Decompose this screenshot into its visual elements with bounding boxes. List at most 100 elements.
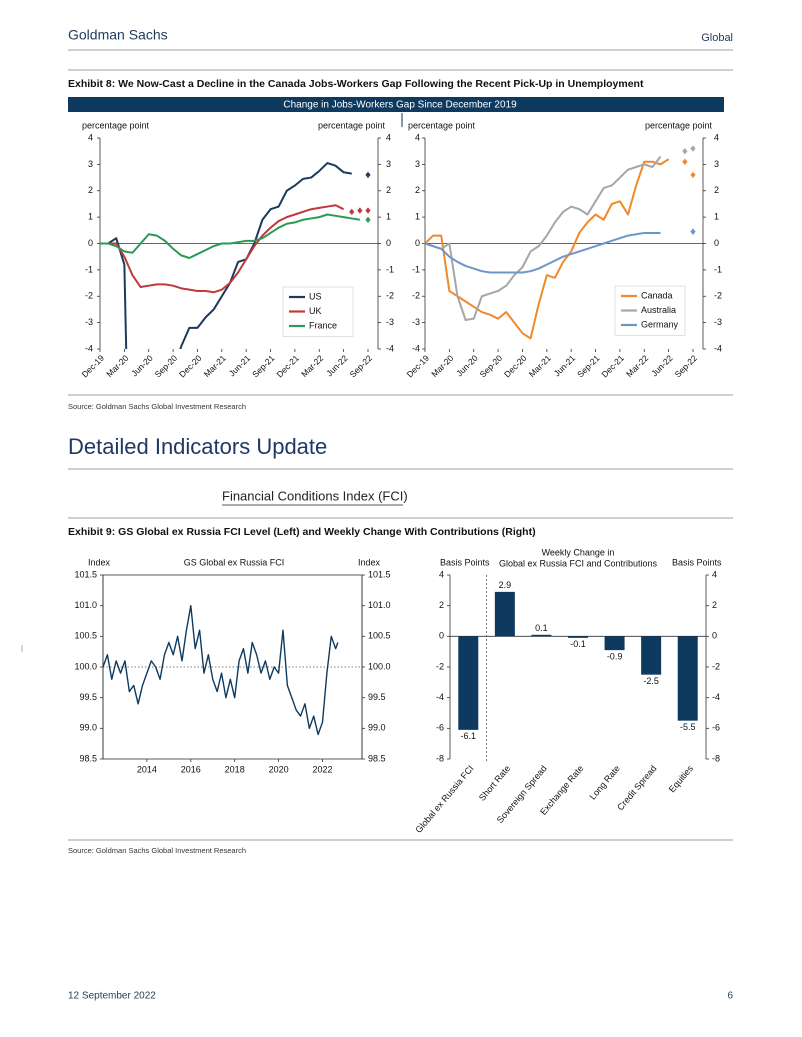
y-tick-label: 1 [88,212,93,222]
y-tick-label: -2 [85,291,93,301]
y-tick-label: 4 [386,132,391,142]
y-tick-label: 2 [386,185,391,195]
nowcast-marker [682,158,688,165]
y-tick-label: -6 [436,723,444,733]
y-axis-label: percentage point [645,120,713,130]
y-tick-label: -4 [712,692,720,702]
x-tick-label: Global ex Russia FCI [413,763,475,835]
legend-label: Australia [641,305,676,315]
value-label: -2.5 [643,676,659,686]
x-tick-label: Equities [667,763,696,794]
y-tick-label: 101.5 [368,569,391,579]
x-tick-label: Mar-22 [299,353,325,379]
x-tick-label: Sep-22 [673,353,700,380]
y-tick-label: -1 [412,264,420,274]
x-tick-label: Sep-21 [575,353,602,380]
x-tick-label: Dec-20 [177,353,204,380]
series-line [424,158,670,340]
legend-label: France [309,320,337,330]
source: Source: Goldman Sachs Global Investment … [68,846,246,855]
y-tick-label: 98.5 [79,753,97,763]
section-title: Detailed Indicators Update [68,434,327,459]
y-tick-label: -1 [85,264,93,274]
y-tick-label: 2 [714,185,719,195]
y-tick-label: 1 [415,212,420,222]
x-tick-label: Mar-21 [202,353,228,379]
x-tick-label: 2014 [137,764,157,774]
y-tick-label: 3 [88,159,93,169]
y-tick-label: 99.0 [79,723,97,733]
nowcast-marker [690,228,696,235]
series-line [424,155,662,321]
y-axis-label: percentage point [408,120,476,130]
bar [494,591,515,637]
y-axis-label: Index [88,557,111,567]
nowcast-marker [690,171,696,179]
y-tick-label: 3 [386,159,391,169]
y-tick-label: 99.5 [368,692,386,702]
nowcast-marker [349,208,355,216]
y-tick-label: -6 [712,723,720,733]
x-tick-label: Jun-22 [324,353,350,379]
nowcast-marker [690,145,696,152]
y-tick-label: 100.0 [74,661,97,671]
legend-label: Canada [641,290,673,300]
y-tick-label: -2 [412,291,420,301]
x-tick-label: Short Rate [477,763,512,802]
banner [68,97,724,112]
y-tick-label: -2 [712,661,720,671]
y-tick-label: 101.0 [74,600,97,610]
footer-date: 12 September 2022 [68,991,156,1002]
series-line [100,162,352,349]
y-tick-label: 100.0 [368,661,391,671]
y-axis-label: Index [358,557,381,567]
y-tick-label: -3 [85,317,93,327]
nowcast-marker [682,147,688,155]
y-tick-label: 101.5 [74,569,97,579]
bar [458,636,479,730]
x-tick-label: Jun-20 [454,353,480,379]
x-tick-label: Mar-20 [104,353,130,379]
y-tick-label: -2 [386,291,394,301]
series-line [100,204,345,294]
bar [677,636,698,721]
series-line [102,604,339,736]
legend-label: US [309,291,322,301]
nowcast-marker [365,216,371,223]
x-tick-label: Mar-22 [624,353,650,379]
y-tick-label: -4 [412,343,420,353]
y-tick-label: 0 [88,238,93,248]
y-tick-label: -4 [386,343,394,353]
x-tick-label: 2018 [225,764,245,774]
chart-title: Weekly Change in [542,547,615,557]
x-tick-label: 2020 [269,764,289,774]
y-tick-label: 3 [714,159,719,169]
y-tick-label: 100.5 [74,631,97,641]
x-tick-label: Long Rate [588,763,622,801]
y-tick-label: 0 [386,238,391,248]
x-tick-label: Dec-19 [80,353,107,380]
y-tick-label: 3 [415,159,420,169]
brand: Goldman Sachs [68,27,168,43]
x-tick-label: Jun-22 [649,353,675,379]
y-axis-label: Basis Points [672,557,722,567]
x-tick-label: Jun-20 [129,353,155,379]
y-tick-label: -4 [714,343,722,353]
x-tick-label: Dec-21 [599,353,626,380]
series-line [100,213,361,260]
y-tick-label: 100.5 [368,631,391,641]
x-tick-label: Sep-20 [153,353,180,380]
bar [531,634,552,637]
y-axis-label: Basis Points [440,557,490,567]
x-tick-label: Sep-22 [348,353,375,380]
x-tick-label: Dec-20 [502,353,529,380]
y-tick-label: 1 [386,212,391,222]
y-tick-label: 2 [439,600,444,610]
y-tick-label: -8 [712,753,720,763]
y-tick-label: 101.0 [368,600,391,610]
banner-text: Change in Jobs-Workers Gap Since Decembe… [283,100,517,111]
subsection-title: Financial Conditions Index (FCI) [222,488,408,503]
y-tick-label: -4 [85,343,93,353]
